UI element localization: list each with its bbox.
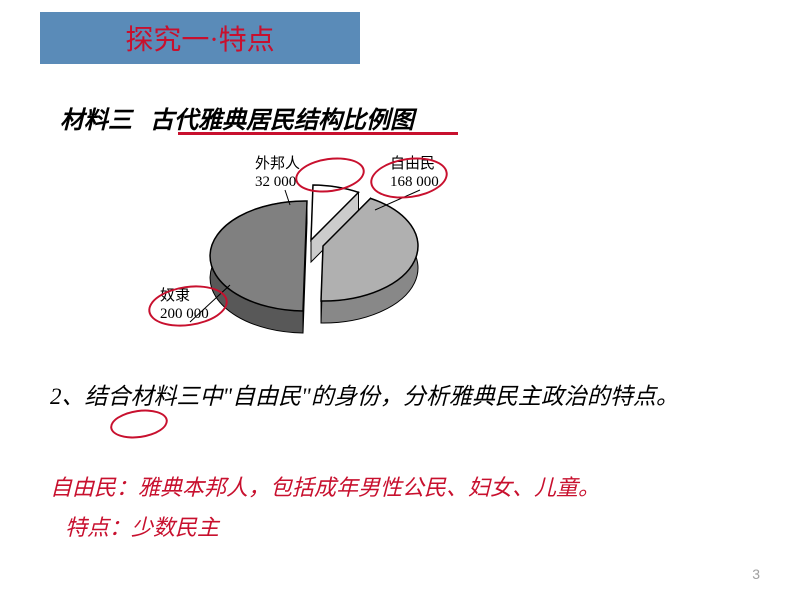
slice-label: 外邦人 [255, 155, 300, 172]
subtitle-prefix: 材料三 [60, 108, 132, 134]
slice-value: 32 000 [255, 174, 296, 190]
subtitle-underline [178, 132, 458, 135]
note-line1: 自由民：雅典本邦人，包括成年男性公民、妇女、儿童。 [50, 470, 600, 502]
subtitle-text: 古代雅典居民结构比例图 [150, 108, 414, 134]
question-text: 2、结合材料三中"自由民"的身份，分析雅典民主政治的特点。 [50, 380, 750, 415]
header-title: 探究一·特点 [125, 18, 274, 58]
page-number: 3 [752, 566, 760, 582]
material-subtitle: 材料三 古代雅典居民结构比例图 [60, 100, 414, 135]
header-band: 探究一·特点 [40, 12, 360, 64]
note-line2: 特点：少数民主 [65, 510, 219, 542]
